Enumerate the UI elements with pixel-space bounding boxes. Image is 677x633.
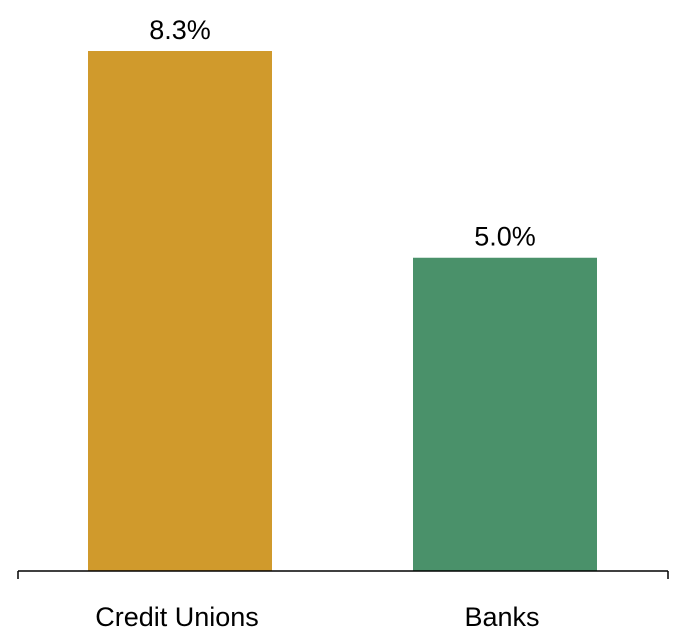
data-label: 8.3%	[149, 15, 211, 45]
x-axis-tick-labels: Credit Unions Banks	[95, 602, 539, 632]
x-axis-ticks	[17, 571, 669, 579]
category-tick-label: Credit Unions	[95, 602, 259, 628]
bar-credit-unions	[88, 51, 272, 571]
bars-layer	[88, 51, 597, 571]
value-labels-layer: 8.3% 5.0%	[149, 15, 536, 252]
data-label: 5.0%	[474, 222, 536, 252]
category-tick-label: Banks	[464, 602, 539, 628]
bar-banks	[413, 257, 597, 571]
